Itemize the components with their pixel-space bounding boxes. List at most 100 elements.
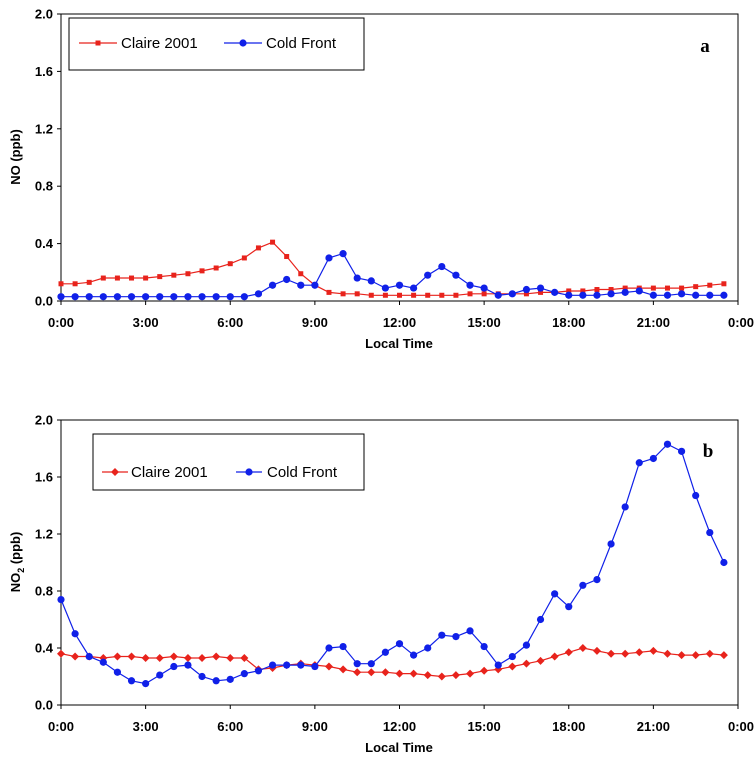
y-tick-label: 1.2 bbox=[35, 121, 53, 136]
data-point-cold-front bbox=[311, 662, 319, 671]
data-point-cold-front bbox=[156, 671, 164, 679]
panel-label-b: b bbox=[703, 441, 714, 462]
y-tick-label: 2.0 bbox=[35, 413, 53, 428]
y-tick-label: 1.2 bbox=[35, 527, 53, 542]
data-point-cold-front bbox=[480, 284, 488, 292]
legend-box-b bbox=[92, 433, 365, 491]
data-point-claire-2001 bbox=[453, 292, 459, 298]
data-point-cold-front bbox=[438, 262, 446, 271]
data-point-cold-front bbox=[339, 250, 347, 258]
y-axis-b: 0.0 0.4 0.8 1.2 1.6 2.0 bbox=[35, 413, 61, 713]
legend-b: Claire 2001 Cold Front bbox=[92, 433, 365, 491]
data-point-cold-front bbox=[452, 633, 460, 641]
data-point-cold-front bbox=[212, 677, 220, 685]
x-tick-label: 21:00 bbox=[637, 315, 670, 330]
data-point-claire-2001 bbox=[354, 291, 360, 297]
data-point-claire-2001 bbox=[72, 281, 78, 287]
data-point-cold-front bbox=[367, 660, 375, 668]
data-point-claire-2001 bbox=[368, 292, 374, 298]
series-group-a bbox=[57, 239, 728, 301]
legend-marker-claire-b bbox=[111, 468, 119, 476]
data-point-claire-2001 bbox=[451, 671, 460, 680]
data-point-cold-front bbox=[353, 274, 361, 282]
data-point-cold-front bbox=[522, 641, 531, 649]
data-point-cold-front bbox=[508, 652, 516, 661]
data-point-cold-front bbox=[212, 293, 220, 301]
x-tick-label: 6:00 bbox=[217, 315, 243, 330]
data-point-claire-2001 bbox=[298, 271, 304, 277]
x-tick-label: 3:00 bbox=[133, 719, 159, 734]
x-tick-label: 18:00 bbox=[552, 315, 585, 330]
data-point-claire-2001 bbox=[691, 651, 700, 660]
data-point-claire-2001 bbox=[326, 289, 332, 295]
data-point-claire-2001 bbox=[508, 662, 517, 671]
data-point-cold-front bbox=[184, 293, 192, 301]
y-axis-label-b-main: NO bbox=[8, 573, 23, 593]
data-point-claire-2001 bbox=[693, 284, 699, 290]
x-tick-label: 0:00 bbox=[48, 719, 74, 734]
data-point-claire-2001 bbox=[663, 649, 672, 658]
data-point-cold-front bbox=[142, 293, 150, 301]
x-tick-label: 18:00 bbox=[552, 719, 585, 734]
data-point-claire-2001 bbox=[169, 652, 178, 661]
legend-a: Claire 2001 Cold Front bbox=[68, 17, 365, 71]
y-tick-label: 0.8 bbox=[35, 584, 53, 599]
y-tick-label: 1.6 bbox=[35, 64, 53, 79]
y-tick-label: 0.4 bbox=[35, 641, 54, 656]
data-point-cold-front bbox=[494, 661, 502, 669]
data-point-claire-2001 bbox=[425, 292, 431, 298]
x-tick-label: 12:00 bbox=[383, 719, 416, 734]
data-point-claire-2001 bbox=[480, 666, 489, 675]
data-point-cold-front bbox=[593, 576, 601, 584]
data-point-cold-front bbox=[226, 293, 234, 301]
data-point-cold-front bbox=[593, 291, 601, 299]
data-point-cold-front bbox=[367, 277, 375, 285]
data-point-claire-2001 bbox=[226, 653, 235, 662]
data-point-claire-2001 bbox=[71, 652, 80, 661]
data-point-claire-2001 bbox=[86, 279, 92, 285]
data-point-cold-front bbox=[565, 291, 573, 299]
y-tick-label: 0.0 bbox=[35, 698, 53, 713]
legend-label-coldfront-a: Cold Front bbox=[266, 35, 337, 52]
x-tick-label: 15:00 bbox=[468, 719, 501, 734]
data-point-claire-2001 bbox=[622, 285, 628, 291]
data-point-claire-2001 bbox=[580, 288, 586, 294]
data-point-claire-2001 bbox=[664, 285, 670, 291]
data-point-cold-front bbox=[663, 440, 672, 448]
legend-label-claire-b: Claire 2001 bbox=[131, 464, 208, 481]
data-point-claire-2001 bbox=[467, 291, 473, 297]
x-tick-label: 12:00 bbox=[383, 315, 416, 330]
data-point-claire-2001 bbox=[57, 649, 65, 658]
x-axis-label-a: Local Time bbox=[365, 336, 433, 351]
x-tick-label: 9:00 bbox=[302, 719, 328, 734]
y-tick-label: 0.4 bbox=[35, 236, 54, 251]
data-point-claire-2001 bbox=[679, 285, 685, 291]
x-axis-label-b: Local Time bbox=[365, 740, 433, 755]
x-tick-label: 15:00 bbox=[468, 315, 501, 330]
data-point-claire-2001 bbox=[129, 275, 135, 281]
data-point-claire-2001 bbox=[649, 646, 658, 655]
data-point-cold-front bbox=[254, 667, 263, 675]
data-point-claire-2001 bbox=[564, 648, 573, 657]
x-tick-label: 0:00 bbox=[728, 315, 754, 330]
data-point-cold-front bbox=[424, 644, 432, 652]
data-point-claire-2001 bbox=[439, 292, 445, 298]
data-point-claire-2001 bbox=[353, 668, 362, 677]
data-point-cold-front bbox=[677, 290, 686, 298]
data-point-claire-2001 bbox=[212, 652, 221, 661]
data-point-cold-front bbox=[551, 590, 559, 598]
data-point-cold-front bbox=[607, 540, 615, 548]
data-point-claire-2001 bbox=[608, 287, 614, 293]
x-tick-label: 0:00 bbox=[728, 719, 754, 734]
x-tick-label: 21:00 bbox=[637, 719, 670, 734]
data-point-claire-2001 bbox=[367, 668, 376, 677]
data-point-cold-front bbox=[607, 290, 615, 298]
data-point-claire-2001 bbox=[143, 275, 149, 281]
y-axis-label-b-tail: (ppb) bbox=[8, 532, 23, 568]
data-point-cold-front bbox=[706, 528, 714, 537]
y-tick-label: 0.0 bbox=[35, 294, 53, 309]
data-point-cold-front bbox=[170, 662, 178, 671]
data-point-cold-front bbox=[438, 631, 446, 639]
data-point-claire-2001 bbox=[339, 665, 348, 674]
series-group-b bbox=[57, 440, 728, 688]
